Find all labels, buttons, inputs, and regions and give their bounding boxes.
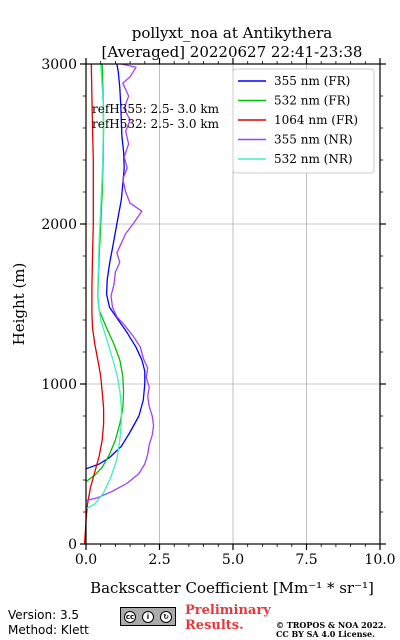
series-line-355-nm-nr xyxy=(85,63,155,502)
x-tick-label: 7.5 xyxy=(295,552,317,568)
method-text: Method: Klett xyxy=(8,623,89,637)
results-label: Results. xyxy=(185,618,244,633)
legend-label-532-nm-nr: 532 nm (NR) xyxy=(274,152,353,166)
sa-icon: ↻ xyxy=(160,610,172,623)
x-tick-label: 10.0 xyxy=(364,552,395,568)
legend-label-355-nm-nr: 355 nm (NR) xyxy=(274,133,353,147)
annotation-refh355: refH355: 2.5- 3.0 km xyxy=(92,102,220,116)
legend-label-532-nm-fr: 532 nm (FR) xyxy=(274,94,350,108)
legend: 355 nm (FR) 532 nm (FR) 1064 nm (FR) 355 nm… xyxy=(232,68,375,174)
y-axis-label: Height (m) xyxy=(10,263,28,346)
backscatter-chart: pollyxt_noa at Antikythera [Averaged] 20… xyxy=(10,24,396,597)
x-tick-label: 5.0 xyxy=(222,552,244,568)
cc-icon: cc xyxy=(124,610,136,623)
x-tick-label: 2.5 xyxy=(148,552,170,568)
chart-title: pollyxt_noa at Antikythera xyxy=(132,24,332,42)
x-axis-label: Backscatter Coefficient [Mm⁻¹ * sr⁻¹] xyxy=(90,579,374,597)
license-text: CC BY SA 4.0 License. xyxy=(276,629,375,639)
x-tick-label: 0.0 xyxy=(75,552,97,568)
y-tick-label: 3000 xyxy=(41,57,77,73)
chart-subtitle: [Averaged] 20220627 22:41-23:38 xyxy=(102,43,363,61)
copyright-text: © TROPOS & NOA 2022. xyxy=(276,620,387,630)
series-line-355-nm-fr xyxy=(85,63,146,470)
legend-label-355-nm-fr: 355 nm (FR) xyxy=(274,74,350,88)
cc-license-icon: cc i ↻ xyxy=(120,607,176,626)
axis-ticks: 0.0 2.5 5.0 7.5 10.0 0 1000 2000 3000 xyxy=(41,57,395,568)
legend-label-1064-nm-fr: 1064 nm (FR) xyxy=(274,113,358,127)
y-tick-label: 2000 xyxy=(41,217,77,233)
series-layer xyxy=(83,63,155,545)
y-tick-label: 0 xyxy=(68,537,77,553)
version-text: Version: 3.5 xyxy=(8,608,80,622)
annotation-refh532: refH532: 2.5- 3.0 km xyxy=(92,117,220,131)
preliminary-label: Preliminary xyxy=(185,603,271,618)
series-line-1064-nm-fr xyxy=(83,63,105,545)
y-tick-label: 1000 xyxy=(41,377,77,393)
series-line-532-nm-nr xyxy=(85,63,122,510)
by-icon: i xyxy=(142,610,154,623)
legend-box xyxy=(232,68,375,174)
